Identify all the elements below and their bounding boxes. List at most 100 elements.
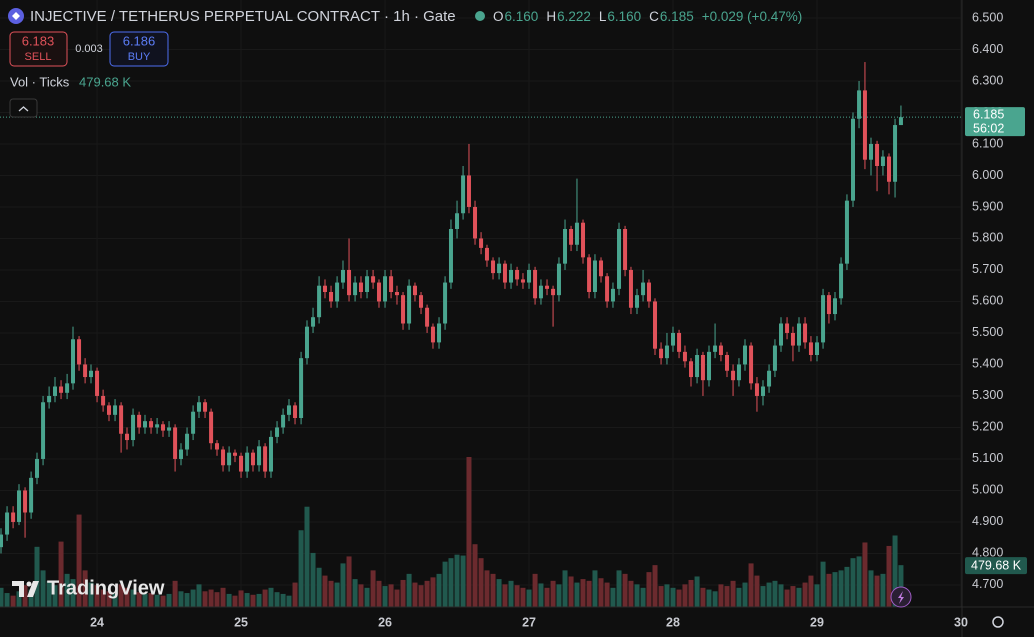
candle-body [533, 269, 538, 299]
candle-body [574, 222, 579, 245]
candle-body [599, 260, 604, 277]
candle-body [65, 383, 70, 393]
y-tick-label: 6.100 [972, 136, 1003, 150]
candle-body [209, 411, 214, 444]
candle-body [329, 292, 334, 302]
volume-bar [568, 576, 574, 607]
volume-bar [880, 573, 886, 607]
volume-bar [280, 593, 286, 607]
volume-bar [412, 582, 418, 607]
candle-body [491, 260, 496, 274]
volume-bar [58, 541, 64, 607]
y-tick-label: 6.500 [972, 10, 1003, 24]
volume-bar [754, 575, 760, 607]
lightning-icon[interactable] [898, 591, 904, 604]
volume-bar [142, 593, 148, 607]
volume-bar [478, 558, 484, 607]
volume-bar [562, 570, 568, 607]
legend-change: +0.029 (+0.47%) [702, 9, 803, 24]
volume-bar [340, 563, 346, 607]
candle-body [389, 276, 394, 293]
candle-body [340, 269, 345, 283]
candle-body [196, 402, 201, 412]
volume-bar [10, 595, 16, 607]
volume-bar [322, 575, 328, 607]
candle-body [83, 364, 88, 378]
volume-bar [850, 558, 856, 607]
candle-body [425, 307, 430, 327]
collapse-icon[interactable] [18, 106, 29, 112]
volume-bar [154, 594, 160, 607]
candle-body [790, 332, 795, 346]
candle-body [89, 370, 94, 378]
y-tick-label: 5.400 [972, 357, 1003, 371]
status-dot [475, 11, 485, 21]
volume-bar [604, 582, 610, 607]
volume-bar [856, 556, 862, 607]
volume-bar [274, 592, 280, 607]
candle-body [155, 424, 160, 428]
buy-button[interactable] [109, 31, 169, 67]
candle-body [635, 295, 640, 308]
buy-price[interactable]: 6.186 [123, 33, 156, 48]
candle-body [527, 269, 532, 283]
sell-price[interactable]: 6.183 [22, 33, 55, 48]
grid [0, 0, 962, 607]
volume-bar [316, 567, 322, 607]
volume-bar [124, 587, 130, 607]
volume-bar [784, 589, 790, 607]
candle-body [551, 288, 556, 296]
volume-bar [34, 546, 40, 607]
volume-bar [808, 575, 814, 607]
volume-bar [16, 591, 22, 607]
volume-bar [298, 530, 304, 607]
volume-bar [760, 586, 766, 607]
x-tick-label: 28 [666, 615, 680, 629]
volume-bar [466, 457, 472, 607]
volume-bar [196, 584, 202, 607]
buy-label[interactable]: BUY [128, 51, 151, 63]
candle-layer [0, 62, 903, 554]
volume-bar [52, 585, 58, 607]
sell-button[interactable] [9, 31, 68, 67]
legend-key: O [493, 9, 504, 24]
candle-body [587, 257, 592, 293]
candle-body [268, 436, 273, 472]
volume-bar [244, 593, 250, 607]
volume-bar [328, 580, 334, 607]
candle-body [293, 405, 298, 419]
y-tick-label: 5.200 [972, 420, 1003, 434]
y-tick-label: 5.700 [972, 262, 1003, 276]
candle-body [461, 175, 466, 214]
candle-body [497, 263, 502, 274]
candle-body [682, 351, 687, 362]
candle-body [47, 395, 52, 403]
volume-bar [706, 589, 712, 607]
candle-body [137, 414, 142, 428]
candle-body [437, 323, 442, 343]
volume-bar [844, 566, 850, 607]
volume-last: 479.68 K [79, 74, 131, 89]
collapse-button[interactable] [9, 98, 38, 118]
volume-bar [724, 586, 730, 607]
candle-body [281, 414, 286, 428]
sell-label[interactable]: SELL [25, 51, 52, 63]
volume-bar [610, 587, 616, 607]
candle-body [311, 317, 316, 327]
candle-body [850, 118, 855, 201]
volume-bar [106, 591, 112, 607]
volume-bar [220, 587, 226, 607]
volume-bar [292, 582, 298, 607]
candle-body [826, 295, 831, 315]
candle-body [718, 345, 723, 356]
volume-bar [88, 582, 94, 607]
volume-bar [886, 545, 892, 607]
volume-bar [148, 593, 154, 607]
candle-body [142, 421, 147, 428]
settings-button[interactable] [992, 616, 1004, 628]
volume-bar [310, 552, 316, 607]
candle-body [520, 279, 525, 283]
volume-bar [472, 544, 478, 607]
volume-bar [442, 561, 448, 607]
